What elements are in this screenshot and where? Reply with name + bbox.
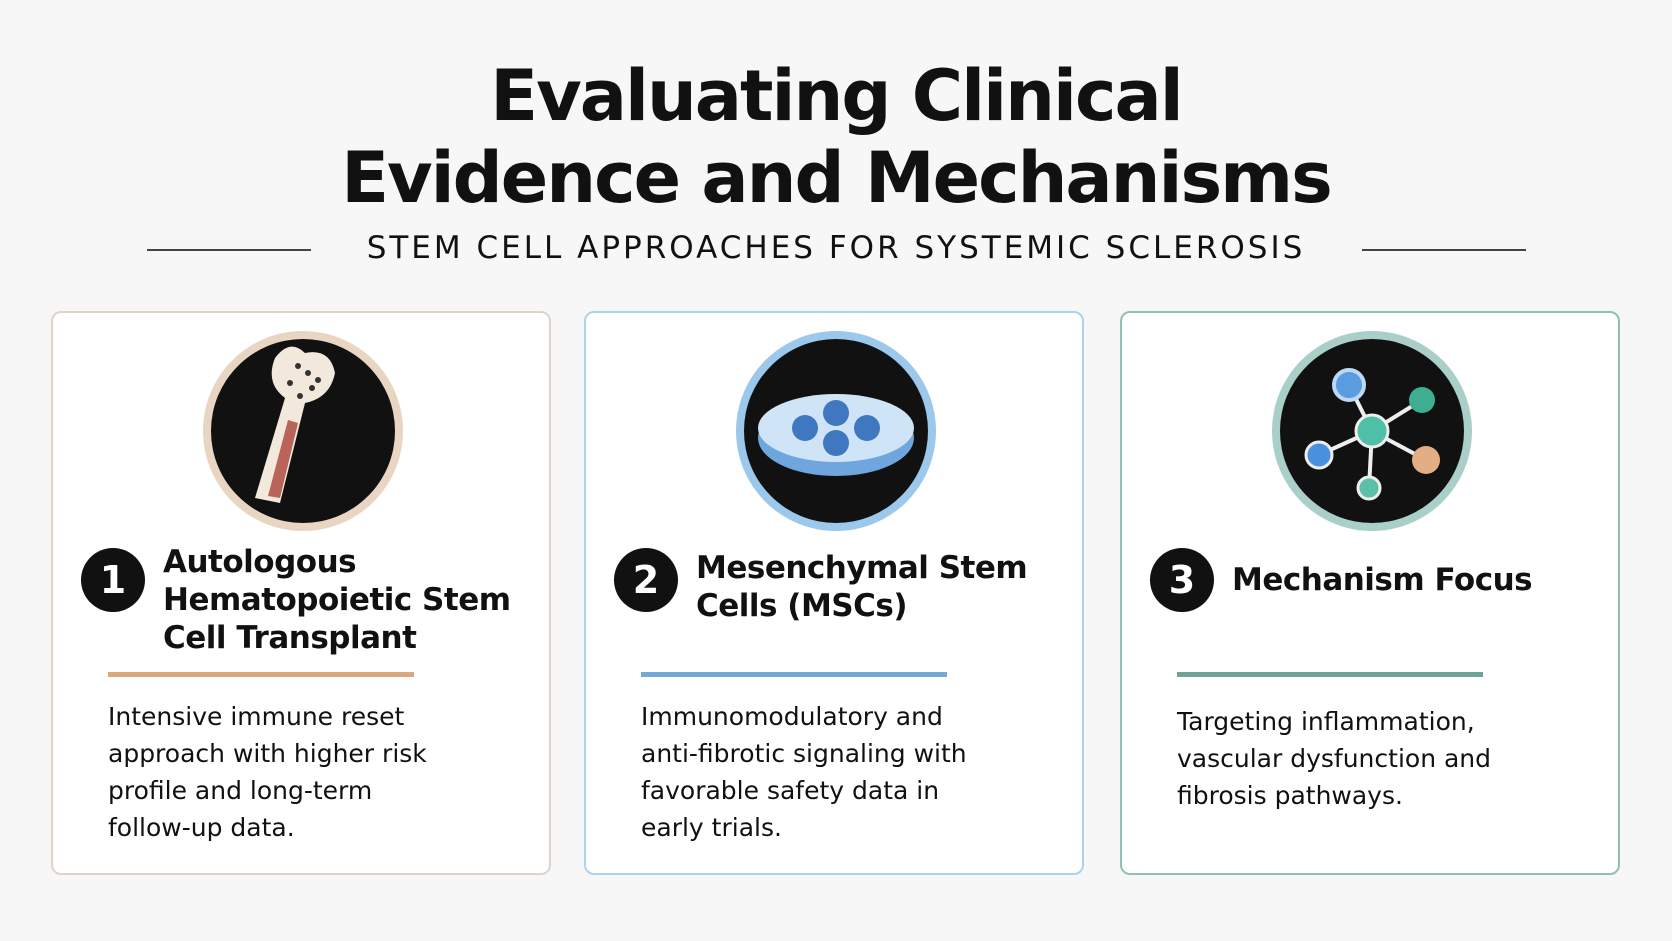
- card: 2 Mesenchymal Stem Cells (MSCs) Immunomo…: [584, 311, 1084, 875]
- card: 1 Autologous Hematopoietic Stem Cell Tra…: [51, 311, 551, 875]
- card-title: Autologous Hematopoietic Stem Cell Trans…: [163, 544, 511, 656]
- number-badge: 2: [614, 548, 678, 612]
- accent-line: [108, 672, 414, 677]
- dish-icon: [736, 331, 936, 531]
- subtitle: STEM CELL APPROACHES FOR SYSTEMIC SCLERO…: [366, 230, 1306, 266]
- number-badge: 3: [1150, 548, 1214, 612]
- card-title: Mechanism Focus: [1232, 562, 1533, 598]
- card-description: Intensive immune reset approach with hig…: [108, 702, 427, 842]
- rule: [147, 249, 311, 251]
- number-badge: 1: [81, 548, 145, 612]
- card-description: Targeting inflammation, vascular dysfunc…: [1177, 707, 1492, 810]
- network-icon: [1272, 331, 1472, 531]
- accent-line: [641, 672, 947, 677]
- card-description: Immunomodulatory and anti-fibrotic signa…: [641, 702, 967, 842]
- card: 3 Mechanism Focus Targeting inflammation…: [1120, 311, 1620, 875]
- rule: [1362, 249, 1526, 251]
- title: Evaluating Clinical Evidence and Mechani…: [341, 55, 1333, 219]
- card-title: Mesenchymal Stem Cells (MSCs): [696, 550, 1028, 624]
- bone-icon: [203, 331, 403, 531]
- accent-line: [1177, 672, 1483, 677]
